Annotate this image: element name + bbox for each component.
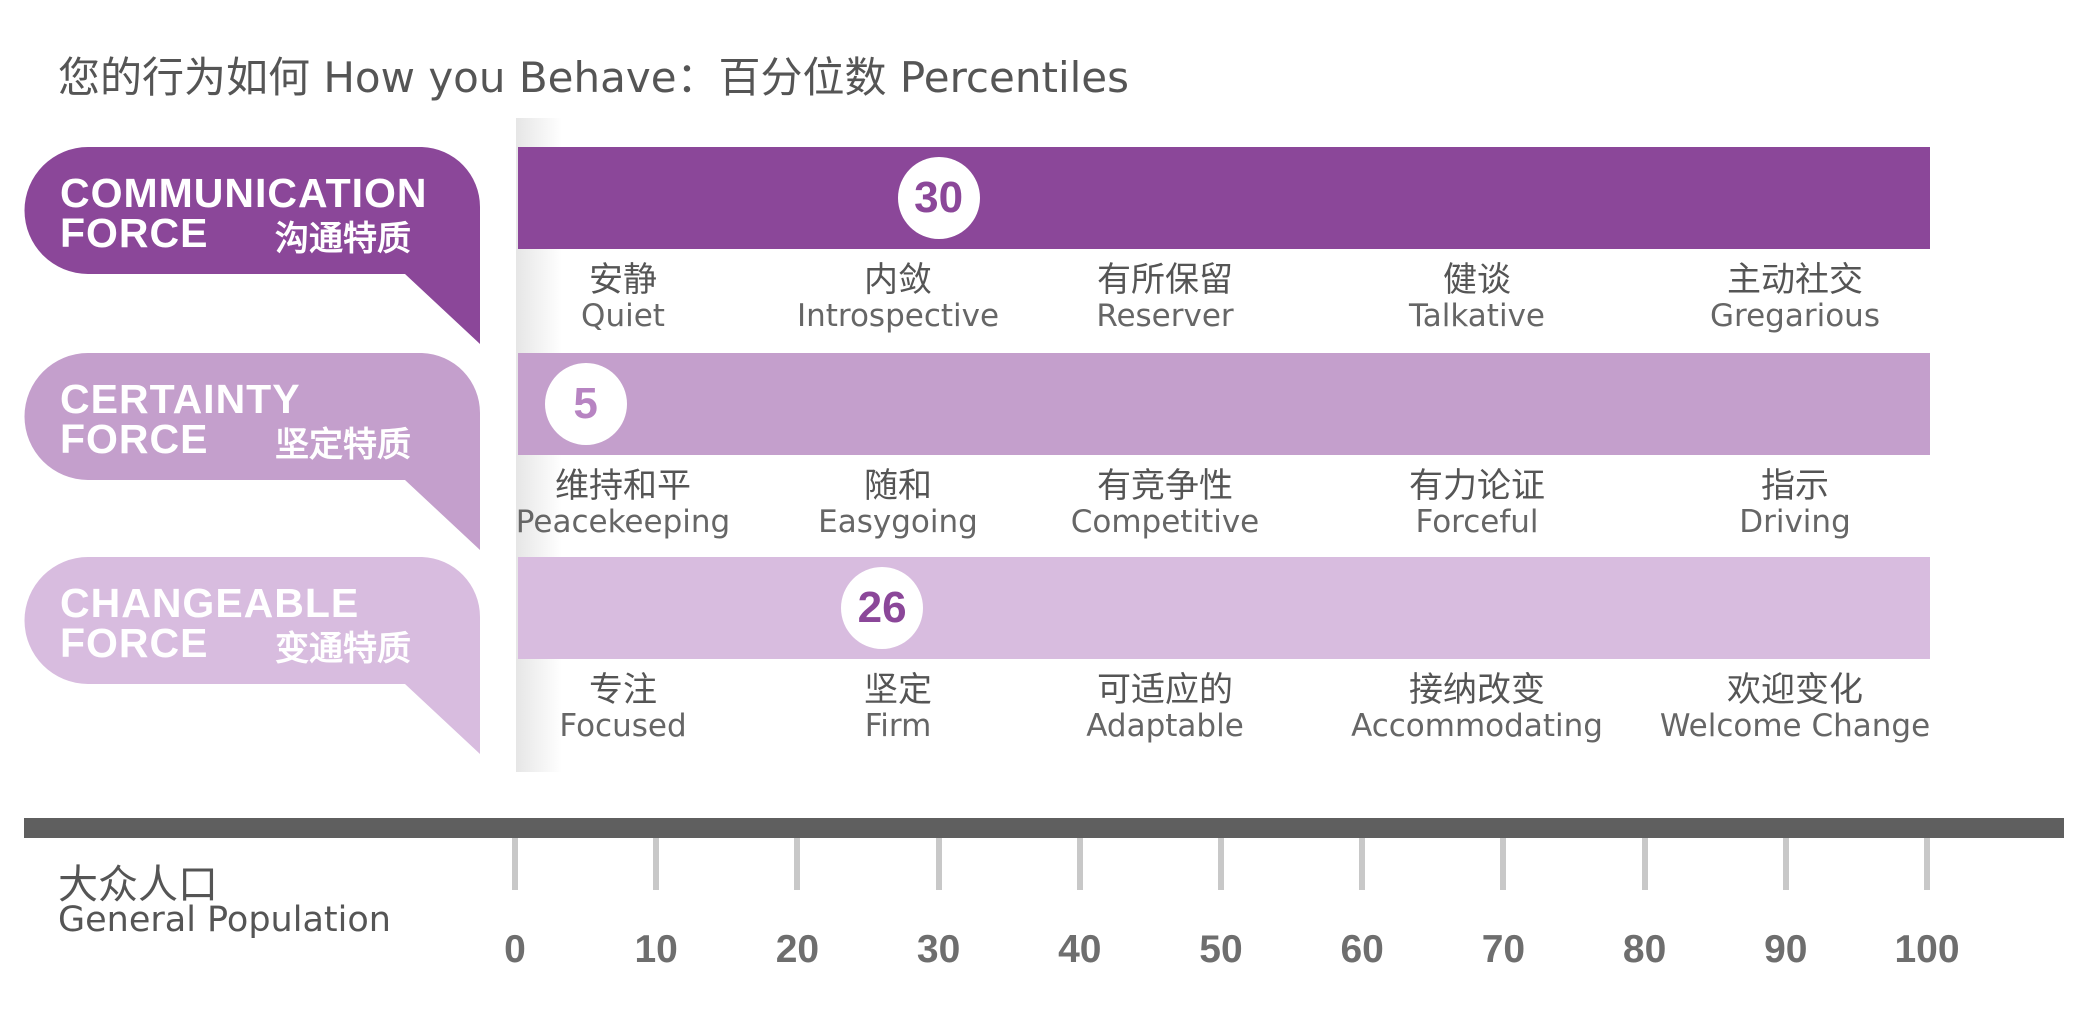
force-tag-bubble — [24, 353, 480, 550]
axis-tick — [1218, 838, 1224, 890]
scale-label: 有所保留 Reserver — [1015, 261, 1315, 333]
scale-label: 专注 Focused — [473, 671, 773, 743]
axis-tick-label: 100 — [1894, 928, 1960, 971]
force-tag-shape — [24, 147, 480, 344]
scale-label: 主动社交 Gregarious — [1645, 261, 1945, 333]
axis-tick-label: 80 — [1622, 928, 1667, 971]
axis-tick-label: 10 — [634, 928, 678, 971]
scale-label: 指示 Driving — [1645, 467, 1945, 539]
scale-label-zh: 主动社交 — [1727, 260, 1863, 300]
scale-label: 欢迎变化 Welcome Change — [1645, 671, 1945, 743]
scale-label-zh: 随和 — [864, 466, 932, 506]
scale-label: 内敛 Introspective — [748, 261, 1048, 333]
scale-label-zh: 坚定 — [864, 670, 932, 710]
scale-label: 随和 Easygoing — [748, 467, 1048, 539]
scale-label-zh: 安静 — [589, 260, 657, 300]
force-name-zh: 坚定特质 — [275, 425, 411, 465]
scale-label-zh: 接纳改变 — [1409, 670, 1545, 710]
axis-tick — [1076, 838, 1083, 890]
axis-tick — [1782, 838, 1789, 890]
force-name-line2: FORCE — [60, 620, 209, 666]
scale-label-zh: 健谈 — [1443, 260, 1511, 300]
scale-label-zh: 专注 — [589, 670, 657, 710]
scale-label-en: Reserver — [1096, 298, 1234, 334]
force-tag-shape — [24, 557, 480, 754]
force-name-line1: COMMUNICATION — [60, 170, 428, 216]
axis-tick — [794, 838, 801, 890]
axis-tick — [653, 838, 660, 890]
force-name-line1: CERTAINTY — [60, 376, 301, 422]
chart-title: 您的行为如何 How you Behave：百分位数 Percentiles — [58, 53, 1130, 102]
scale-label: 接纳改变 Accommodating — [1327, 671, 1627, 743]
scale-label-zh: 指示 — [1761, 466, 1829, 506]
percentile-track — [518, 147, 1930, 249]
scale-label: 有竞争性 Competitive — [1015, 467, 1315, 539]
scale-label-en: Driving — [1739, 504, 1851, 540]
scale-label-zh: 内敛 — [864, 260, 932, 300]
percentile-marker: 5 — [544, 363, 627, 445]
force-name-line2: FORCE — [60, 416, 209, 462]
percentile-marker: 30 — [897, 157, 980, 239]
percentile-track — [518, 557, 1930, 659]
scale-label-en: Talkative — [1408, 298, 1545, 334]
scale-label-en: Focused — [559, 708, 687, 744]
axis-tick-label: 20 — [775, 928, 820, 971]
scale-label-en: Forceful — [1415, 504, 1539, 540]
force-name-zh: 沟通特质 — [275, 219, 411, 259]
axis-tick-label: 0 — [504, 928, 526, 971]
scale-label: 可适应的 Adaptable — [1015, 671, 1315, 743]
scale-label-en: Easygoing — [818, 504, 978, 540]
scale-label: 有力论证 Forceful — [1327, 467, 1627, 539]
scale-label-en: Welcome Change — [1659, 708, 1931, 744]
force-tag-shape — [24, 353, 480, 550]
scale-label-en: Competitive — [1070, 504, 1260, 540]
percentile-marker: 26 — [841, 567, 924, 649]
axis-tick-label: 60 — [1340, 928, 1384, 971]
axis-tick — [935, 838, 942, 890]
force-tag-bubble — [24, 557, 480, 754]
scale-label: 健谈 Talkative — [1327, 261, 1627, 333]
axis-tick-label: 40 — [1058, 928, 1102, 971]
percentile-track — [518, 353, 1930, 455]
scale-label: 坚定 Firm — [748, 671, 1048, 743]
scale-label-en: Adaptable — [1086, 708, 1244, 744]
axis-tick-label: 70 — [1481, 928, 1526, 971]
scale-label-zh: 维持和平 — [555, 466, 691, 506]
scale-label-zh: 可适应的 — [1097, 670, 1233, 710]
axis-tick — [1359, 838, 1366, 890]
scale-label-zh: 欢迎变化 — [1727, 670, 1863, 710]
force-tag-bubble — [24, 147, 480, 344]
axis-tick — [1924, 838, 1930, 890]
scale-label-zh: 有竞争性 — [1097, 466, 1233, 506]
axis-label-en: General Population — [58, 900, 391, 940]
scale-label-en: Gregarious — [1710, 298, 1880, 334]
scale-label-zh: 有力论证 — [1409, 466, 1545, 506]
scale-label-en: Firm — [864, 708, 932, 744]
scale-label: 维持和平 Peacekeeping — [473, 467, 773, 539]
scale-label-en: Peacekeeping — [515, 504, 731, 540]
axis-tick-label: 30 — [916, 928, 961, 971]
axis-tick-label: 50 — [1199, 928, 1243, 971]
force-name-line2: FORCE — [60, 210, 209, 256]
scale-label-zh: 有所保留 — [1097, 260, 1233, 300]
force-name-line1: CHANGEABLE — [60, 580, 360, 626]
axis-tick-label: 90 — [1764, 928, 1808, 971]
axis-bar — [24, 818, 2064, 838]
axis-tick — [1500, 838, 1507, 890]
scale-label-en: Quiet — [581, 298, 665, 334]
force-name-zh: 变通特质 — [275, 629, 411, 669]
axis-label-zh: 大众人口 — [58, 862, 218, 908]
scale-label: 安静 Quiet — [473, 261, 773, 333]
axis-tick — [1641, 838, 1648, 890]
scale-label-en: Accommodating — [1351, 708, 1603, 744]
scale-label-en: Introspective — [796, 298, 1000, 334]
axis-tick — [512, 838, 518, 890]
